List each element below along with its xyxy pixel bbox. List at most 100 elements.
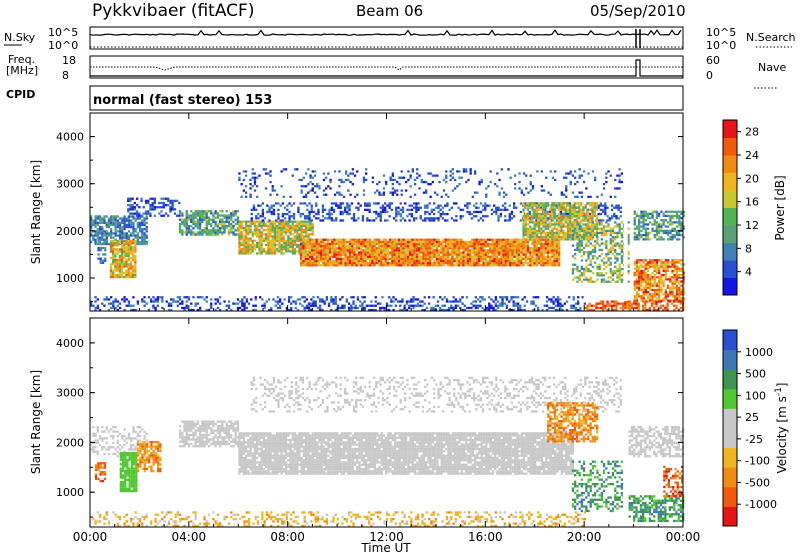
heatmap-cell bbox=[305, 229, 308, 232]
heatmap-cell bbox=[555, 206, 559, 209]
heatmap-cell bbox=[256, 229, 259, 232]
heatmap-cell bbox=[571, 214, 574, 218]
heatmap-cell bbox=[344, 240, 347, 244]
heatmap-cell bbox=[430, 208, 433, 211]
heatmap-cell bbox=[207, 231, 211, 234]
heatmap-cell bbox=[531, 229, 534, 232]
heatmap-cell bbox=[542, 208, 545, 211]
heatmap-cell bbox=[409, 264, 412, 267]
heatmap-cell bbox=[415, 242, 418, 246]
heatmap-cell bbox=[149, 204, 152, 207]
heatmap-cell bbox=[105, 221, 108, 224]
heatmap-cell bbox=[535, 206, 538, 209]
heatmap-cell bbox=[400, 238, 403, 241]
heatmap-cell bbox=[308, 255, 312, 258]
heatmap-cell bbox=[96, 232, 99, 235]
heatmap-cell bbox=[291, 226, 294, 230]
heatmap-cell bbox=[607, 280, 610, 283]
heatmap-cell bbox=[306, 242, 309, 246]
heatmap-cell bbox=[455, 249, 458, 252]
heatmap-cell bbox=[249, 245, 252, 249]
heatmap-cell bbox=[406, 257, 410, 260]
heatmap-cell bbox=[328, 208, 331, 211]
heatmap-cell bbox=[496, 185, 499, 188]
heatmap-cell bbox=[504, 251, 507, 254]
heatmap-cell bbox=[633, 219, 636, 222]
heatmap-cell bbox=[214, 231, 217, 234]
heatmap-cell bbox=[402, 251, 405, 254]
heatmap-cell bbox=[258, 239, 261, 242]
heatmap-cell bbox=[169, 208, 172, 211]
heatmap-cell bbox=[238, 239, 241, 242]
heatmap-cell bbox=[482, 259, 485, 263]
heatmap-cell bbox=[491, 242, 494, 246]
heatmap-cell bbox=[542, 225, 545, 228]
heatmap-cell bbox=[466, 253, 470, 256]
heatmap-cell bbox=[542, 249, 545, 252]
heatmap-cell bbox=[296, 222, 299, 225]
heatmap-cell bbox=[446, 219, 449, 222]
heatmap-cell bbox=[620, 257, 623, 260]
heatmap-cell bbox=[511, 242, 514, 246]
heatmap-cell bbox=[413, 264, 416, 267]
heatmap-cell bbox=[201, 218, 204, 221]
heatmap-cell bbox=[605, 280, 608, 283]
heatmap-cell bbox=[127, 208, 130, 211]
heatmap-cell bbox=[618, 265, 621, 268]
heatmap-cell bbox=[513, 242, 516, 246]
heatmap-cell bbox=[533, 216, 536, 220]
heatmap-cell bbox=[112, 275, 115, 279]
heatmap-cell bbox=[642, 271, 645, 275]
heatmap-cell bbox=[658, 269, 661, 273]
heatmap-cell bbox=[549, 236, 552, 239]
heatmap-cell bbox=[360, 247, 363, 250]
heatmap-cell bbox=[531, 187, 535, 190]
heatmap-cell bbox=[640, 278, 643, 281]
heatmap-cell bbox=[258, 231, 261, 234]
heatmap-cell bbox=[171, 208, 174, 211]
heatmap-cell bbox=[526, 212, 530, 215]
heatmap-cell bbox=[596, 227, 599, 230]
heatmap-cell bbox=[501, 204, 505, 207]
heatmap-cell bbox=[607, 170, 610, 173]
heatmap-cell bbox=[575, 219, 579, 222]
heatmap-cell bbox=[255, 215, 258, 218]
heatmap-cell bbox=[402, 242, 405, 246]
heatmap-cell bbox=[449, 257, 452, 260]
heatmap-cell bbox=[442, 178, 446, 182]
heatmap-cell bbox=[442, 253, 445, 256]
heatmap-cell bbox=[249, 239, 252, 242]
heatmap-cell bbox=[244, 250, 248, 253]
heatmap-cell bbox=[344, 210, 347, 214]
heatmap-cell bbox=[576, 236, 579, 239]
heatmap-cell bbox=[284, 226, 288, 230]
heatmap-cell bbox=[535, 229, 538, 232]
heatmap-cell bbox=[389, 242, 392, 246]
heatmap-cell bbox=[130, 215, 133, 218]
heatmap-cell bbox=[473, 215, 476, 218]
heatmap-cell bbox=[605, 265, 608, 268]
heatmap-cell bbox=[424, 242, 427, 246]
heatmap-cell bbox=[302, 249, 305, 252]
heatmap-cell bbox=[666, 263, 670, 266]
heatmap-cell bbox=[424, 249, 427, 252]
heatmap-cell bbox=[525, 174, 528, 177]
heatmap-cell bbox=[422, 245, 425, 248]
heatmap-cell bbox=[380, 253, 383, 256]
heatmap-cell bbox=[651, 288, 654, 292]
heatmap-cell bbox=[147, 201, 150, 205]
heatmap-cell bbox=[675, 259, 679, 262]
heatmap-cell bbox=[253, 239, 257, 242]
heatmap-cell bbox=[599, 212, 602, 216]
heatmap-cell bbox=[484, 262, 487, 265]
heatmap-cell bbox=[412, 219, 416, 222]
heatmap-cell bbox=[486, 262, 490, 265]
heatmap-cell bbox=[589, 195, 592, 198]
heatmap-cell bbox=[360, 253, 363, 256]
heatmap-cell bbox=[533, 236, 536, 239]
heatmap-cell bbox=[446, 264, 450, 267]
heatmap-cell bbox=[210, 233, 213, 236]
heatmap-cell bbox=[520, 257, 523, 260]
heatmap-cell bbox=[393, 251, 396, 254]
heatmap-cell bbox=[646, 278, 650, 281]
